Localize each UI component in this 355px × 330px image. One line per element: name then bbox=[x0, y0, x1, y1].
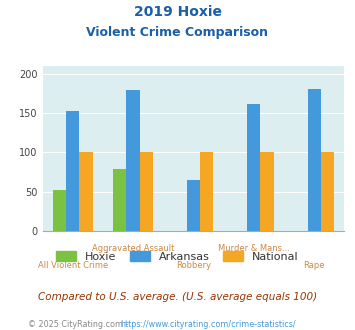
Text: All Violent Crime: All Violent Crime bbox=[38, 261, 108, 270]
Text: 2019 Hoxie: 2019 Hoxie bbox=[133, 5, 222, 19]
Bar bbox=[66, 111, 80, 231]
Bar bbox=[53, 190, 66, 231]
Text: Robbery: Robbery bbox=[176, 261, 211, 270]
Text: © 2025 CityRating.com -: © 2025 CityRating.com - bbox=[28, 320, 131, 329]
Bar bbox=[307, 89, 321, 231]
Bar bbox=[187, 180, 200, 231]
Text: Compared to U.S. average. (U.S. average equals 100): Compared to U.S. average. (U.S. average … bbox=[38, 292, 317, 302]
Text: https://www.cityrating.com/crime-statistics/: https://www.cityrating.com/crime-statist… bbox=[121, 320, 296, 329]
Bar bbox=[247, 105, 261, 231]
Legend: Hoxie, Arkansas, National: Hoxie, Arkansas, National bbox=[52, 247, 303, 267]
Bar bbox=[80, 152, 93, 231]
Bar bbox=[200, 152, 213, 231]
Bar bbox=[126, 89, 140, 231]
Bar bbox=[321, 152, 334, 231]
Bar bbox=[261, 152, 274, 231]
Text: Murder & Mans...: Murder & Mans... bbox=[218, 244, 290, 253]
Text: Rape: Rape bbox=[304, 261, 325, 270]
Bar bbox=[140, 152, 153, 231]
Text: Aggravated Assault: Aggravated Assault bbox=[92, 244, 174, 253]
Bar bbox=[113, 169, 126, 231]
Text: Violent Crime Comparison: Violent Crime Comparison bbox=[87, 26, 268, 39]
